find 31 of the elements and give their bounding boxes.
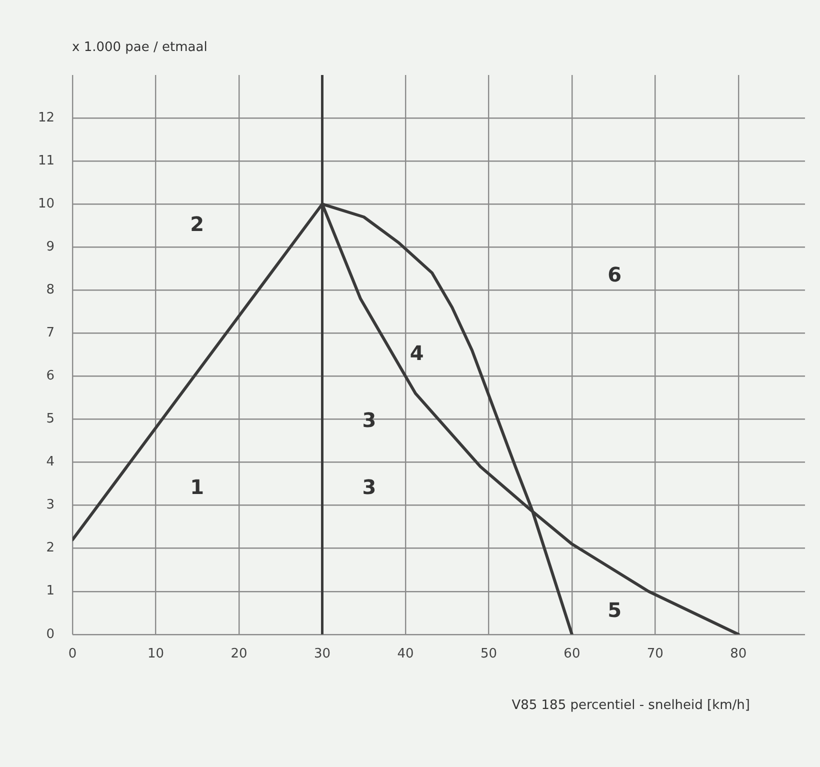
annotation: 4 bbox=[410, 340, 424, 365]
y-tick-label: 12 bbox=[38, 110, 55, 126]
annotation: 5 bbox=[608, 598, 622, 622]
y-tick-label: 3 bbox=[46, 498, 55, 513]
x-tick-label: 10 bbox=[148, 646, 164, 662]
y-tick-label: 10 bbox=[38, 196, 55, 212]
x-tick-label: 70 bbox=[646, 646, 664, 662]
x-tick-label: 60 bbox=[564, 646, 580, 662]
annotation: 1 bbox=[190, 475, 204, 500]
y-tick-label: 0 bbox=[46, 626, 55, 642]
annotation: 3 bbox=[362, 408, 376, 432]
x-tick-label: 20 bbox=[230, 646, 248, 662]
x-tick-label: 50 bbox=[480, 646, 497, 662]
x-tick-label: 40 bbox=[397, 646, 414, 662]
y-tick-label: 8 bbox=[46, 282, 55, 298]
annotation: 2 bbox=[190, 212, 204, 236]
y-axis-title: x 1.000 pae / etmaal bbox=[72, 40, 208, 55]
x-tick-label: 80 bbox=[730, 646, 747, 662]
x-tick-label: 30 bbox=[314, 646, 331, 662]
annotation: 3 bbox=[362, 475, 376, 500]
y-tick-label: 1 bbox=[46, 584, 55, 599]
x-tick-label: 0 bbox=[68, 646, 77, 662]
y-tick-label: 6 bbox=[46, 368, 55, 384]
annotation: 6 bbox=[608, 262, 622, 287]
y-tick-label: 11 bbox=[38, 153, 55, 168]
y-tick-label: 2 bbox=[46, 540, 55, 556]
y-tick-label: 7 bbox=[46, 326, 55, 341]
y-tick-label: 4 bbox=[46, 454, 55, 470]
y-tick-label: 9 bbox=[46, 240, 55, 254]
x-axis-title: V85 185 percentiel - snelheid [km/h] bbox=[512, 698, 750, 713]
y-tick-label: 5 bbox=[46, 412, 55, 427]
